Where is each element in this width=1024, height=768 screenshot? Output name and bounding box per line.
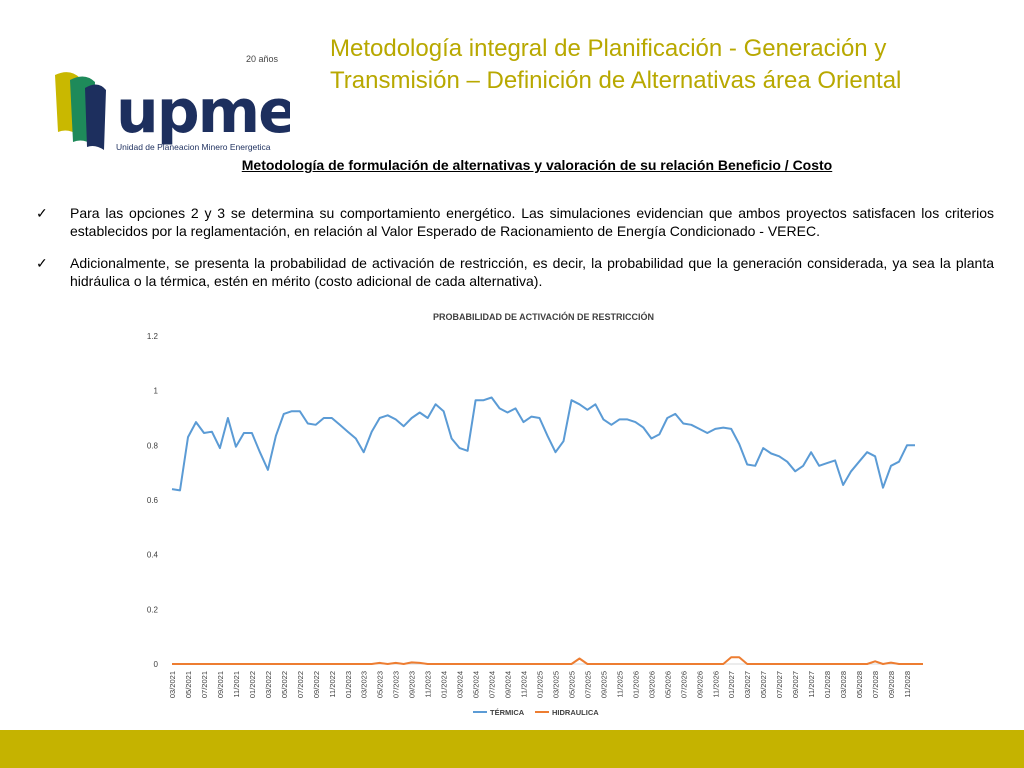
x-tick-label: 05/2025 bbox=[567, 671, 576, 698]
bullet-item: ✓ Adicionalmente, se presenta la probabi… bbox=[34, 254, 994, 290]
x-tick-label: 09/2021 bbox=[216, 671, 225, 698]
x-tick-label: 11/2021 bbox=[232, 671, 241, 698]
x-tick-label: 09/2022 bbox=[312, 671, 321, 698]
section-subtitle: Metodología de formulación de alternativ… bbox=[241, 157, 833, 173]
x-tick-label: 05/2024 bbox=[472, 671, 481, 698]
x-tick-label: 05/2028 bbox=[855, 671, 864, 698]
x-tick-label: 07/2025 bbox=[583, 671, 592, 698]
x-tick-label: 05/2023 bbox=[376, 671, 385, 698]
x-tick-label: 05/2027 bbox=[759, 671, 768, 698]
y-tick-label: 0.2 bbox=[147, 605, 159, 614]
upme-logo-graphic: upme 20 años Unidad de Planeacion Minero… bbox=[55, 54, 299, 152]
x-tick-label: 07/2024 bbox=[488, 671, 497, 698]
x-tick-label: 07/2021 bbox=[200, 671, 209, 698]
x-tick-label: 05/2021 bbox=[184, 671, 193, 698]
series-line-térmica bbox=[171, 396, 915, 492]
logo-wordmark: upme bbox=[116, 77, 290, 147]
x-tick-label: 03/2022 bbox=[264, 671, 273, 698]
legend-label: HIDRAULICA bbox=[552, 708, 599, 717]
chart-title: PROBABILIDAD DE ACTIVACIÓN DE RESTRICCIÓ… bbox=[433, 311, 654, 322]
y-tick-label: 1 bbox=[154, 387, 159, 396]
x-tick-label: 11/2028 bbox=[903, 671, 912, 698]
y-tick-label: 0.8 bbox=[147, 441, 159, 450]
x-tick-label: 11/2022 bbox=[328, 671, 337, 698]
x-tick-label: 07/2026 bbox=[679, 671, 688, 698]
x-tick-label: 09/2027 bbox=[791, 671, 800, 698]
x-tick-label: 11/2025 bbox=[615, 671, 624, 698]
restriction-probability-chart: PROBABILIDAD DE ACTIVACIÓN DE RESTRICCIÓ… bbox=[147, 311, 923, 717]
bullet-item: ✓ Para las opciones 2 y 3 se determina s… bbox=[34, 204, 994, 240]
bullet-list: ✓ Para las opciones 2 y 3 se determina s… bbox=[34, 204, 994, 304]
x-tick-label: 01/2028 bbox=[823, 671, 832, 698]
x-tick-label: 07/2022 bbox=[296, 671, 305, 698]
x-tick-label: 03/2024 bbox=[456, 671, 465, 698]
x-tick-label: 01/2023 bbox=[344, 671, 353, 698]
series-line-hidraulica bbox=[172, 656, 923, 665]
x-tick-label: 09/2023 bbox=[408, 671, 417, 698]
x-tick-label: 07/2028 bbox=[871, 671, 880, 698]
check-icon: ✓ bbox=[36, 255, 48, 271]
logo-org-name: Unidad de Planeacion Minero Energetica bbox=[116, 142, 271, 152]
x-tick-label: 01/2024 bbox=[440, 671, 449, 698]
x-tick-label: 03/2027 bbox=[743, 671, 752, 698]
x-tick-label: 01/2027 bbox=[727, 671, 736, 698]
y-tick-label: 1.2 bbox=[147, 332, 159, 341]
x-tick-label: 01/2026 bbox=[631, 671, 640, 698]
upme-logo: upme 20 años Unidad de Planeacion Minero… bbox=[50, 50, 299, 160]
logo-years: 20 años bbox=[246, 54, 279, 64]
x-tick-label: 11/2023 bbox=[424, 671, 433, 698]
page-title: Metodología integral de Planificación - … bbox=[330, 35, 902, 94]
x-tick-label: 09/2024 bbox=[504, 671, 513, 698]
x-tick-label: 07/2023 bbox=[392, 671, 401, 698]
x-tick-label: 11/2027 bbox=[807, 671, 816, 698]
x-tick-label: 09/2028 bbox=[887, 671, 896, 698]
x-tick-label: 09/2026 bbox=[695, 671, 704, 698]
x-tick-label: 03/2028 bbox=[839, 671, 848, 698]
x-tick-label: 11/2026 bbox=[711, 671, 720, 698]
y-tick-label: 0.4 bbox=[147, 551, 159, 560]
y-tick-label: 0.6 bbox=[147, 496, 159, 505]
bullet-text: Adicionalmente, se presenta la probabili… bbox=[70, 255, 994, 289]
y-tick-label: 0 bbox=[154, 660, 159, 669]
x-tick-label: 03/2023 bbox=[360, 671, 369, 698]
x-tick-label: 01/2025 bbox=[536, 671, 545, 698]
x-tick-label: 03/2025 bbox=[551, 671, 560, 698]
x-tick-label: 05/2026 bbox=[663, 671, 672, 698]
x-tick-label: 03/2026 bbox=[647, 671, 656, 698]
footer-band bbox=[0, 730, 1024, 768]
x-tick-label: 05/2022 bbox=[280, 671, 289, 698]
check-icon: ✓ bbox=[36, 205, 48, 221]
x-tick-label: 11/2024 bbox=[520, 671, 529, 698]
legend-label: TÉRMICA bbox=[490, 708, 525, 717]
bullet-text: Para las opciones 2 y 3 se determina su … bbox=[70, 205, 994, 239]
x-tick-label: 07/2027 bbox=[775, 671, 784, 698]
x-tick-label: 03/2021 bbox=[168, 671, 177, 698]
x-tick-label: 01/2022 bbox=[248, 671, 257, 698]
x-tick-label: 09/2025 bbox=[599, 671, 608, 698]
